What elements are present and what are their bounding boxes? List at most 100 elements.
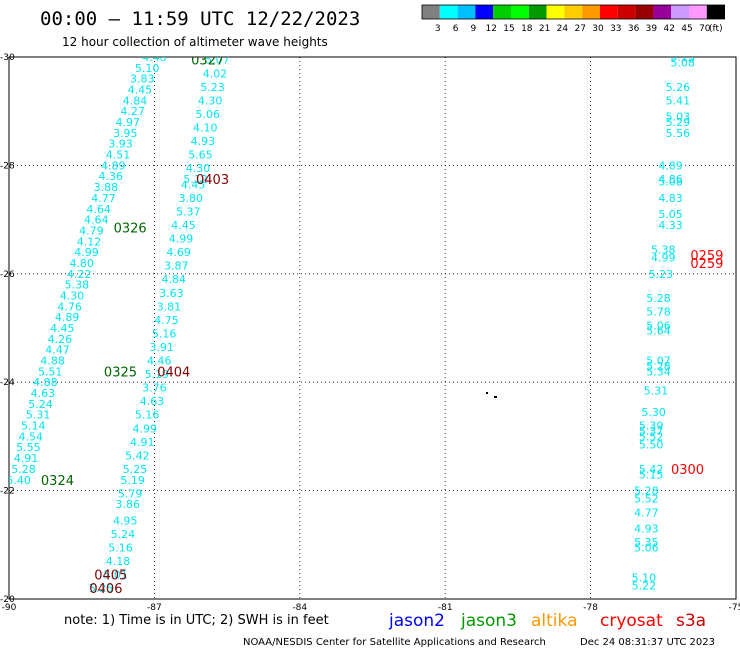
wave-height-label: 5.38	[65, 279, 90, 292]
wave-height-label: 5.14	[21, 420, 46, 433]
pass-time-label: 0300	[671, 463, 704, 478]
wave-height-label: 5.30	[641, 406, 666, 419]
wave-height-label: 4.63	[31, 387, 56, 400]
pass-time-label: 0327	[191, 54, 224, 69]
satellite-name: jason2	[388, 611, 445, 631]
pass-time-label: 0406	[89, 582, 122, 597]
wave-height-label: 4.10	[193, 121, 218, 134]
wave-height-label: 5.28	[634, 485, 659, 498]
wave-height-label: 5.24	[111, 528, 136, 541]
y-tick-label: -24	[0, 378, 15, 388]
pass-time-label: 0405	[94, 569, 127, 584]
wave-height-label: 4.77	[91, 192, 116, 205]
legend-swatch	[582, 5, 600, 19]
wave-height-label: 5.10	[135, 62, 160, 75]
wave-height-label: 5.06	[646, 319, 671, 332]
wave-height-label: 5.65	[188, 149, 213, 162]
wave-height-label: 4.89	[101, 159, 126, 172]
legend-label: 27	[574, 24, 585, 34]
wave-height-label: 5.19	[145, 368, 170, 381]
wave-height-label: 4.80	[69, 257, 94, 270]
wave-height-label: 4.27	[120, 105, 145, 118]
wave-height-label: 3.91	[149, 341, 174, 354]
wave-height-label: 4.84	[162, 273, 187, 286]
wave-height-label: 4.89	[55, 311, 80, 324]
wave-height-label: 4.76	[57, 300, 82, 313]
wave-height-label: 4.99	[132, 422, 157, 435]
footer-credit: NOAA/NESDIS Center for Satellite Applica…	[243, 637, 546, 648]
pass-time-label: 0324	[41, 474, 74, 489]
x-tick-label: -84	[292, 603, 307, 613]
wave-height-label: 5.79	[118, 487, 143, 500]
wave-height-label: 4.79	[79, 224, 104, 237]
legend-label: (ft)	[709, 24, 723, 34]
pass-time-label: 0404	[157, 365, 190, 380]
wave-height-label: 5.28	[646, 360, 671, 373]
chart-title: 00:00 – 11:59 UTC 12/22/2023	[40, 8, 360, 30]
legend-label: 6	[453, 24, 459, 34]
wave-height-label: 5.19	[120, 474, 145, 487]
wave-height-label: 4.46	[147, 355, 172, 368]
wave-height-label: 4.97	[115, 116, 140, 129]
wave-height-label: 5.16	[152, 327, 177, 340]
wave-height-label: 5.22	[632, 579, 657, 592]
wave-height-label: 5.56	[666, 127, 691, 140]
footer-timestamp: Dec 24 08:31:37 UTC 2023	[580, 637, 715, 648]
wave-height-label: 3.95	[113, 127, 138, 140]
legend-swatch	[475, 5, 494, 19]
wave-height-label: 5.42	[125, 449, 150, 462]
legend-swatch	[689, 5, 707, 19]
wave-height-label: 5.28	[11, 463, 36, 476]
legend-swatch	[511, 5, 529, 19]
wave-height-label: 5.37	[176, 205, 201, 218]
legend-swatch	[422, 5, 440, 19]
wave-height-label: 4.45	[50, 322, 75, 335]
legend-label: 42	[663, 24, 674, 34]
y-tick-label: -20	[0, 595, 15, 605]
wave-height-label: 5.64	[646, 325, 671, 338]
wave-height-label: 5.52	[634, 493, 659, 506]
legend-label: 33	[610, 24, 621, 34]
wave-height-label: 4.86	[658, 173, 683, 186]
wave-height-label: 5.24	[28, 398, 53, 411]
wave-height-label: 5.40	[6, 474, 31, 487]
legend-label: 70	[699, 24, 711, 34]
wave-height-label: 5.35	[634, 536, 659, 549]
wave-height-label: 4.22	[67, 268, 92, 281]
wave-height-label: 4.99	[169, 233, 194, 246]
y-tick-label: -30	[0, 53, 15, 63]
wave-height-label: 5.07	[205, 54, 230, 67]
wave-height-label: 5.16	[108, 542, 133, 555]
wave-height-label: 4.99	[74, 246, 99, 259]
wave-height-label: 4.51	[106, 149, 131, 162]
legend-swatch	[653, 5, 672, 19]
y-tick-label: -22	[0, 487, 15, 497]
y-tick-label: -28	[0, 161, 15, 171]
x-tick-label: -75	[729, 603, 740, 613]
pass-time-label: 0259	[690, 249, 723, 264]
wave-height-label: 4.69	[166, 246, 191, 259]
wave-height-label: 5.06	[195, 108, 220, 121]
wave-height-label: 5.03	[666, 111, 691, 124]
wave-height-label: 4.93	[191, 135, 216, 148]
legend-swatch	[546, 5, 565, 19]
wave-height-label: 4.83	[658, 192, 683, 205]
wave-height-label: 4.45	[171, 219, 196, 232]
x-tick-label: -78	[583, 603, 598, 613]
wave-height-label: 3.87	[164, 260, 189, 273]
wave-height-label: 4.33	[658, 219, 683, 232]
wave-height-label: 3.81	[157, 300, 182, 313]
y-axis-ticks: -20 -22 -24 -26 -28 -30	[0, 53, 15, 605]
legend-swatch	[564, 5, 583, 19]
footer-note: note: 1) Time is in UTC; 2) SWH is in fe…	[64, 613, 329, 628]
wave-height-label: 4.64	[84, 214, 109, 227]
wave-height-label: 5.34	[646, 365, 671, 378]
wave-height-label: 4.88	[33, 376, 58, 389]
pass-time-label: 0326	[114, 222, 147, 237]
wave-height-label: 4.89	[658, 159, 683, 172]
legend-border	[421, 4, 726, 20]
x-tick-label: -87	[147, 603, 162, 613]
wave-height-label: 5.42	[639, 463, 664, 476]
legend-label: 36	[628, 24, 640, 34]
satellite-legend: jason2 jason3 altika cryosat s3a	[388, 611, 706, 631]
